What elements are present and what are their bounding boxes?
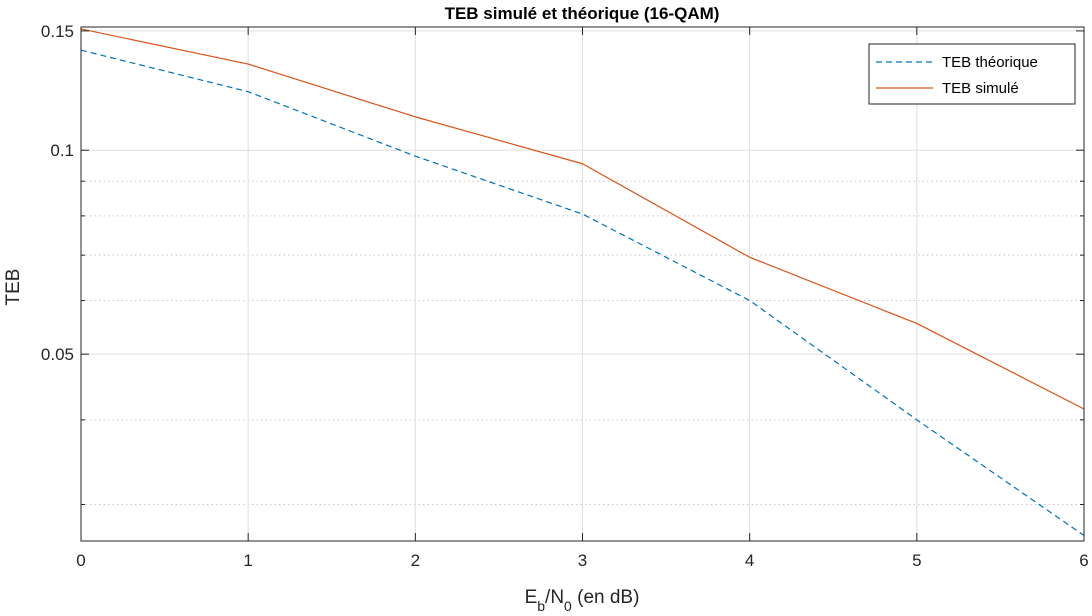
x-axis-label: Eb/N0 (en dB) <box>525 587 640 614</box>
axis-ticks <box>80 27 1085 541</box>
x-tick-label: 3 <box>578 551 587 570</box>
x-axis-label-e: E <box>525 587 538 608</box>
y-axis-label: TEB <box>3 269 24 306</box>
y-tick-label: 0.05 <box>41 345 74 364</box>
x-tick-label: 0 <box>76 551 85 570</box>
y-tick-label: 0.1 <box>50 141 74 160</box>
series-line-simulated <box>80 28 1085 410</box>
y-tick-label: 0.15 <box>41 22 74 41</box>
chart-title: TEB simulé et théorique (16-QAM) <box>445 4 720 23</box>
series-group <box>80 28 1085 536</box>
x-axis-label-unit: (en dB) <box>572 587 640 608</box>
x-axis-label-n: /N <box>545 587 564 608</box>
x-tick-labels: 0 1 2 3 4 5 6 <box>76 551 1088 570</box>
legend-entry-label: TEB théorique <box>942 54 1038 71</box>
x-tick-label: 5 <box>912 551 921 570</box>
series-line-theoretical <box>80 49 1085 536</box>
x-tick-label: 1 <box>243 551 252 570</box>
x-axis-label-subscript-0: 0 <box>564 598 572 614</box>
x-axis-label-subscript-b: b <box>537 598 545 614</box>
x-tick-label: 6 <box>1079 551 1088 570</box>
x-tick-label: 2 <box>411 551 420 570</box>
x-tick-label: 4 <box>745 551 754 570</box>
legend: TEB théorique TEB simulé <box>868 43 1076 105</box>
legend-box <box>868 43 1076 105</box>
legend-entry-label: TEB simulé <box>942 80 1019 97</box>
y-tick-labels: 0.05 0.1 0.15 <box>41 22 74 364</box>
